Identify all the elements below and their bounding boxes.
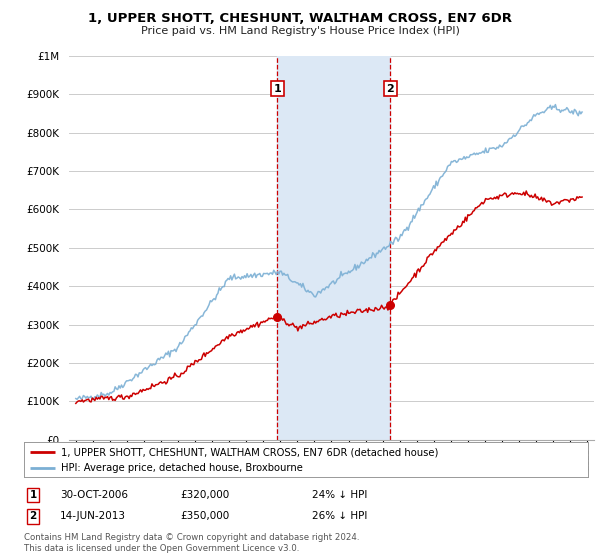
Text: 26% ↓ HPI: 26% ↓ HPI <box>312 511 367 521</box>
Text: £320,000: £320,000 <box>180 490 229 500</box>
Text: 2: 2 <box>386 83 394 94</box>
Text: Contains HM Land Registry data © Crown copyright and database right 2024.
This d: Contains HM Land Registry data © Crown c… <box>24 533 359 553</box>
Text: 14-JUN-2013: 14-JUN-2013 <box>60 511 126 521</box>
Text: 1: 1 <box>29 490 37 500</box>
Text: 30-OCT-2006: 30-OCT-2006 <box>60 490 128 500</box>
Text: 1, UPPER SHOTT, CHESHUNT, WALTHAM CROSS, EN7 6DR: 1, UPPER SHOTT, CHESHUNT, WALTHAM CROSS,… <box>88 12 512 25</box>
Text: 1: 1 <box>274 83 281 94</box>
Text: 24% ↓ HPI: 24% ↓ HPI <box>312 490 367 500</box>
Text: £350,000: £350,000 <box>180 511 229 521</box>
Text: 2: 2 <box>29 511 37 521</box>
Text: Price paid vs. HM Land Registry's House Price Index (HPI): Price paid vs. HM Land Registry's House … <box>140 26 460 36</box>
Bar <box>277 56 391 440</box>
Text: HPI: Average price, detached house, Broxbourne: HPI: Average price, detached house, Brox… <box>61 463 302 473</box>
Text: 1, UPPER SHOTT, CHESHUNT, WALTHAM CROSS, EN7 6DR (detached house): 1, UPPER SHOTT, CHESHUNT, WALTHAM CROSS,… <box>61 447 438 457</box>
